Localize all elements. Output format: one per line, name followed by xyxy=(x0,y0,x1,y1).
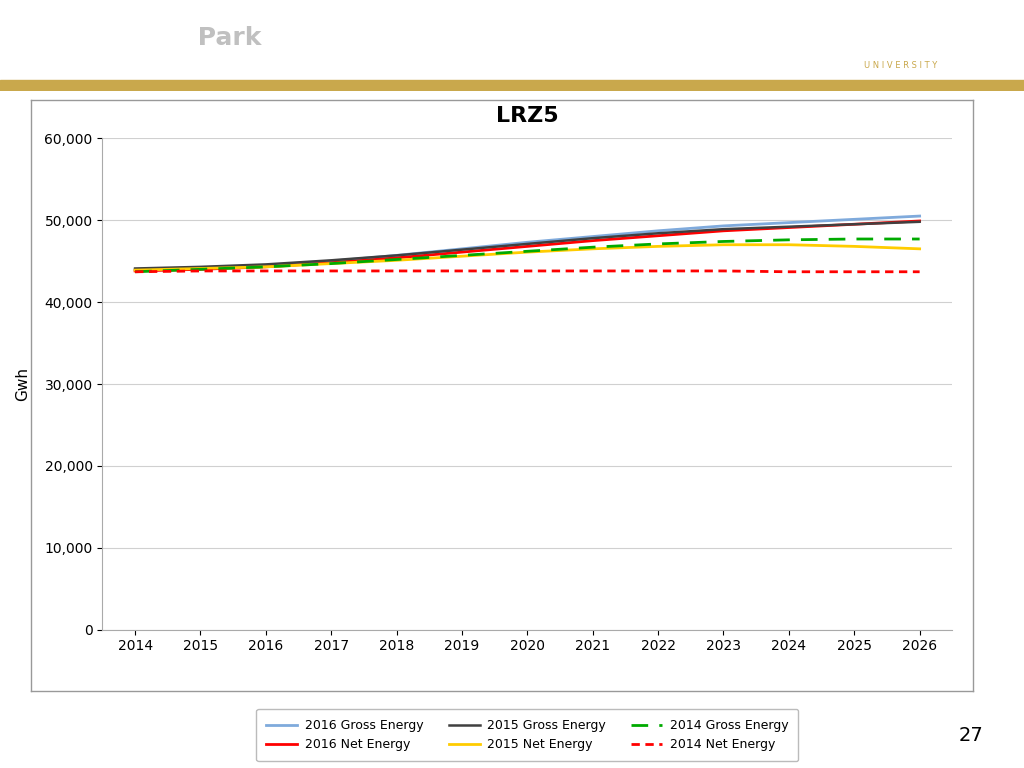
Text: Park: Park xyxy=(189,26,262,50)
Bar xyxy=(0,80,1024,91)
Title: LRZ5: LRZ5 xyxy=(496,105,559,126)
Text: U N I V E R S I T Y: U N I V E R S I T Y xyxy=(864,61,938,70)
Y-axis label: Gwh: Gwh xyxy=(15,367,31,401)
Text: very: very xyxy=(108,26,169,50)
Text: ENERGY CENTER: ENERGY CENTER xyxy=(442,19,623,38)
Text: State Utility Forecasting Group (SUFG): State Utility Forecasting Group (SUFG) xyxy=(413,55,652,68)
Text: 27: 27 xyxy=(958,726,983,745)
Text: PURDUE: PURDUE xyxy=(856,27,946,46)
Text: Disc: Disc xyxy=(20,26,80,50)
Legend: 2016 Gross Energy, 2016 Net Energy, 2015 Gross Energy, 2015 Net Energy, 2014 Gro: 2016 Gross Energy, 2016 Net Energy, 2015… xyxy=(256,709,799,761)
